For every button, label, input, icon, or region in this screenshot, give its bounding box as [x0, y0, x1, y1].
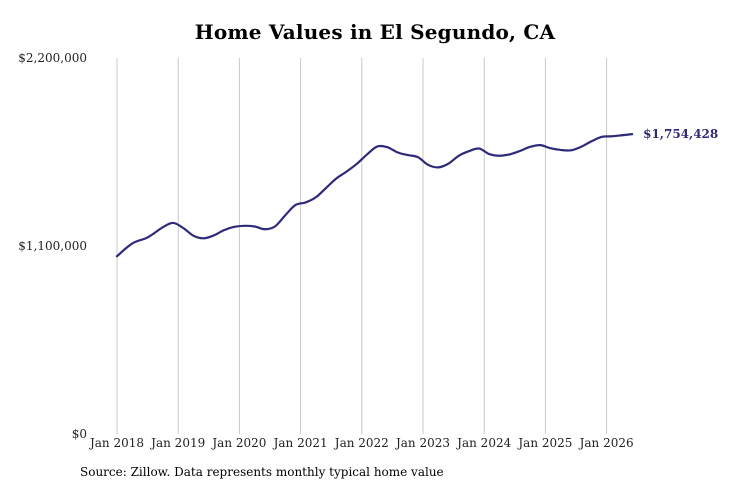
- end-value-label: $1,754,428: [643, 127, 718, 141]
- x-tick-label: Jan 2020: [210, 436, 266, 450]
- y-axis-ticks: $0 $1,100,000 $2,200,000: [18, 51, 87, 441]
- end-label-layer: $1,754,428: [643, 127, 718, 141]
- x-tick-label: Jan 2022: [333, 436, 389, 450]
- x-axis-ticks: Jan 2018 Jan 2019 Jan 2020 Jan 2021 Jan 2022…: [88, 436, 634, 450]
- x-tick-label: Jan 2019: [149, 436, 205, 450]
- x-tick-label: Jan 2021: [272, 436, 328, 450]
- y-tick-label: $1,100,000: [18, 239, 87, 253]
- x-tick-label: Jan 2024: [455, 436, 511, 450]
- grid-lines: [116, 58, 608, 434]
- x-tick-label: Jan 2026: [578, 436, 634, 450]
- source-note: Source: Zillow. Data represents monthly …: [80, 465, 444, 479]
- x-tick-label: Jan 2018: [88, 436, 144, 450]
- series-line: [115, 133, 634, 258]
- y-tick-label: $0: [72, 427, 87, 441]
- series-layer: [115, 133, 634, 258]
- x-tick-label: Jan 2025: [516, 436, 572, 450]
- y-tick-label: $2,200,000: [18, 51, 87, 65]
- chart-title: Home Values in El Segundo, CA: [194, 20, 556, 44]
- x-tick-label: Jan 2023: [394, 436, 450, 450]
